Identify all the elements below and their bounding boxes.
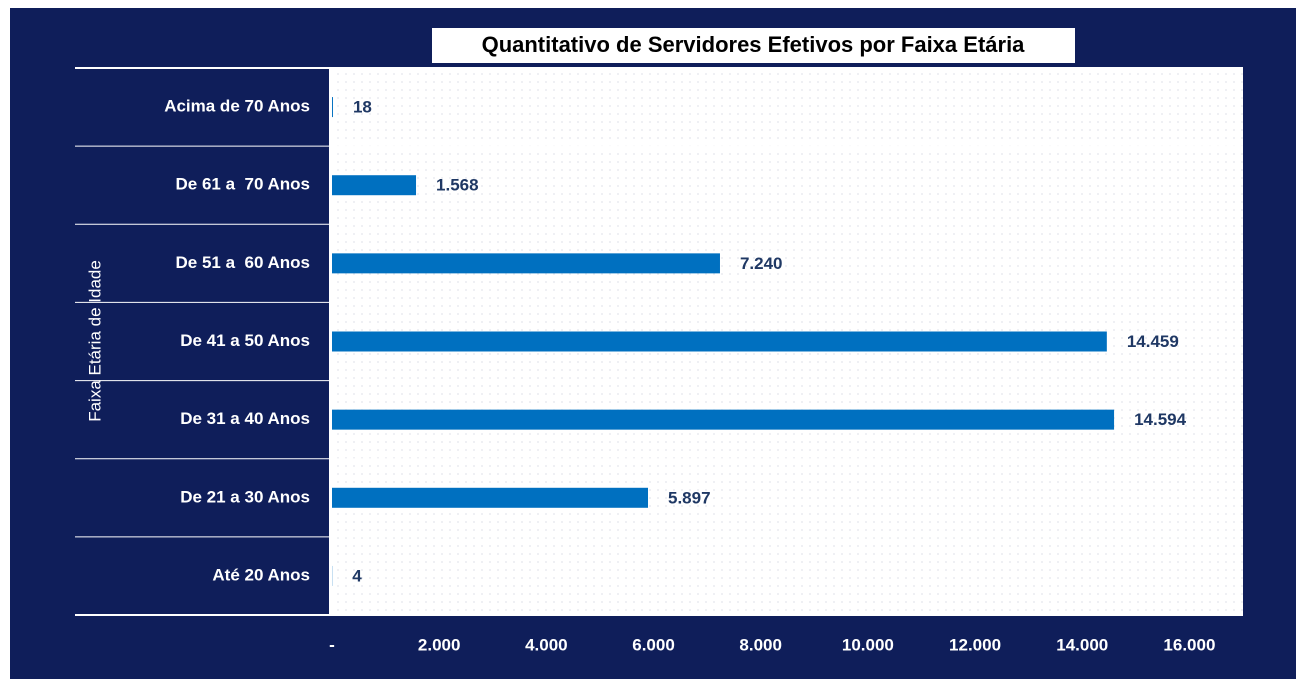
x-tick-label: 6.000 xyxy=(632,635,675,654)
data-label: 14.459 xyxy=(1127,332,1179,351)
data-label: 1.568 xyxy=(436,176,479,195)
y-tick-label: Acima de 70 Anos xyxy=(164,97,310,116)
y-tick-label: De 31 a 40 Anos xyxy=(180,409,310,428)
y-tick-label: De 41 a 50 Anos xyxy=(180,331,310,350)
x-tick-label: 14.000 xyxy=(1056,635,1108,654)
bar xyxy=(332,409,1115,430)
x-tick-label: 8.000 xyxy=(739,635,782,654)
y-tick-label: Até 20 Anos xyxy=(212,565,310,584)
x-tick-label: 2.000 xyxy=(418,635,461,654)
y-tick-label: De 21 a 30 Anos xyxy=(180,487,310,506)
y-tick-label: De 51 a 60 Anos xyxy=(176,253,311,272)
data-label: 5.897 xyxy=(668,488,711,507)
x-tick-label: 10.000 xyxy=(842,635,894,654)
bar xyxy=(332,331,1107,352)
data-label: 18 xyxy=(353,98,372,117)
data-label: 14.594 xyxy=(1134,410,1187,429)
y-tick-label: De 61 a 70 Anos xyxy=(176,175,311,194)
x-tick-label: - xyxy=(329,635,335,654)
bar xyxy=(332,97,333,118)
data-label: 4 xyxy=(352,566,362,585)
title-box xyxy=(432,28,1075,63)
bar xyxy=(332,175,417,196)
bar xyxy=(332,487,649,508)
x-tick-label: 12.000 xyxy=(949,635,1001,654)
x-tick-label: 4.000 xyxy=(525,635,568,654)
y-axis-label: Faixa Etária de Idade xyxy=(85,260,104,422)
x-tick-label: 16.000 xyxy=(1163,635,1215,654)
bar xyxy=(332,253,720,274)
data-label: 7.240 xyxy=(740,254,783,273)
chart-title: Quantitativo de Servidores Efetivos por … xyxy=(482,32,1026,57)
